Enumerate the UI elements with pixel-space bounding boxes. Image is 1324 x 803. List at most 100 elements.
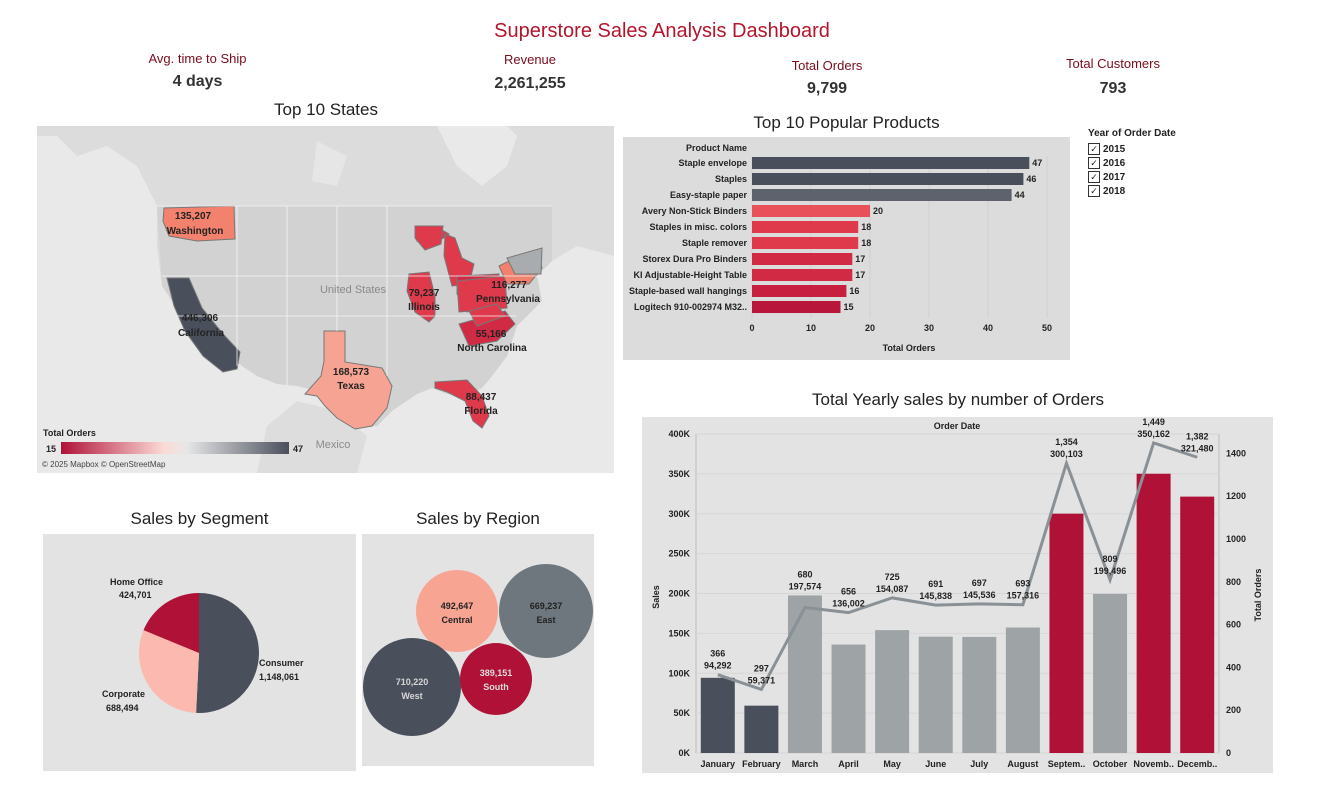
y-tick-label: 400K <box>668 429 690 439</box>
product-bar[interactable] <box>752 173 1024 185</box>
segment-slice[interactable] <box>139 630 199 713</box>
map-canvas[interactable]: United States Mexico 135,207 Washington … <box>37 126 614 473</box>
segment-slice[interactable] <box>196 593 259 713</box>
product-bar[interactable] <box>752 221 859 233</box>
month-bar[interactable] <box>1136 473 1171 753</box>
kpi-orders-value: 9,799 <box>806 80 848 97</box>
region-value-west: 710,220 <box>396 677 429 687</box>
region-chart-svg[interactable]: 492,647 Central 669,237 East 710,220 Wes… <box>362 534 594 766</box>
sales-value-label: 59,371 <box>748 675 776 685</box>
product-label: Staple-based wall hangings <box>629 286 747 296</box>
state-name-illinois: Illinois <box>408 302 440 313</box>
state-texas[interactable] <box>304 330 393 430</box>
kpi-ship-value: 4 days <box>172 73 223 90</box>
segment-value-corporate: 688,494 <box>106 703 139 713</box>
month-label: April <box>838 759 859 769</box>
y2-tick-label: 1400 <box>1226 448 1246 458</box>
region-chart[interactable]: 492,647 Central 669,237 East 710,220 Wes… <box>362 534 594 766</box>
sales-value-label: 145,838 <box>919 591 952 601</box>
product-bar[interactable] <box>752 157 1030 169</box>
month-label: February <box>742 759 781 769</box>
monthly-chart[interactable]: Order Date 0K 50K 100K 150K 200K 250K 300K 350K… <box>642 417 1273 773</box>
state-new-york[interactable] <box>506 247 543 275</box>
state-wisconsin[interactable] <box>414 225 444 251</box>
month-label: October <box>1093 759 1128 769</box>
kpi-revenue: Revenue 2,261,255 <box>455 52 605 93</box>
checkbox-icon[interactable]: ✓ <box>1088 157 1100 169</box>
kpi-customers: Total Customers 793 <box>1033 56 1193 98</box>
map-attribution: © 2025 Mapbox © OpenStreetMap <box>42 460 166 469</box>
product-label: Staples in misc. colors <box>649 222 747 232</box>
lake <box>437 126 517 186</box>
monthly-y-axis-title: Sales <box>651 585 661 609</box>
product-bar[interactable] <box>752 253 853 265</box>
product-value-label: 17 <box>855 270 865 280</box>
month-bar[interactable] <box>875 630 910 753</box>
monthly-chart-svg[interactable]: Order Date 0K 50K 100K 150K 200K 250K 300K 350K… <box>642 417 1273 773</box>
country-label-mexico: Mexico <box>316 439 351 451</box>
segment-chart[interactable]: Home Office 424,701 Consumer 1,148,061 C… <box>43 534 356 771</box>
year-option-2018[interactable]: ✓ 2018 <box>1088 184 1208 198</box>
product-label: Staple envelope <box>678 158 747 168</box>
orders-value-label: 691 <box>928 579 943 589</box>
month-bar[interactable] <box>1049 513 1084 753</box>
year-option-2015[interactable]: ✓ 2015 <box>1088 142 1208 156</box>
region-bubble-west[interactable] <box>363 638 461 736</box>
region-bubble-east[interactable] <box>499 564 593 658</box>
map-legend-min: 15 <box>46 444 56 454</box>
x-tick-label: 30 <box>924 323 934 333</box>
region-bubble-central[interactable] <box>416 570 498 652</box>
product-bar[interactable] <box>752 237 859 249</box>
month-bar[interactable] <box>1005 627 1040 753</box>
region-value-central: 492,647 <box>441 601 474 611</box>
state-california[interactable] <box>166 277 241 373</box>
product-bar[interactable] <box>752 205 870 217</box>
product-label: Staple remover <box>682 238 748 248</box>
region-value-east: 669,237 <box>530 601 563 611</box>
kpi-customers-value: 793 <box>1099 80 1127 97</box>
month-bar[interactable] <box>1093 593 1128 753</box>
month-bar[interactable] <box>787 595 822 753</box>
checkbox-icon[interactable]: ✓ <box>1088 143 1100 155</box>
kpi-ship: Avg. time to Ship 4 days <box>120 51 275 91</box>
month-bar[interactable] <box>831 644 866 753</box>
states-map[interactable]: United States Mexico 135,207 Washington … <box>37 126 614 473</box>
region-bubble-south[interactable] <box>460 643 532 715</box>
state-name-texas: Texas <box>337 381 365 392</box>
products-chart-svg[interactable]: Product Name 0 10 20 30 40 50 Staple envelope 4… <box>623 137 1070 360</box>
month-bar[interactable] <box>700 677 735 753</box>
month-bar[interactable] <box>918 636 953 753</box>
month-bar[interactable] <box>744 705 779 753</box>
y-tick-label: 250K <box>668 549 690 559</box>
x-tick-label: 20 <box>865 323 875 333</box>
product-value-label: 15 <box>844 302 854 312</box>
checkbox-icon[interactable]: ✓ <box>1088 185 1100 197</box>
region-label-east: East <box>536 615 555 625</box>
year-option-2017[interactable]: ✓ 2017 <box>1088 170 1208 184</box>
orders-line[interactable] <box>717 441 1198 692</box>
checkbox-icon[interactable]: ✓ <box>1088 171 1100 183</box>
segment-chart-svg[interactable]: Home Office 424,701 Consumer 1,148,061 C… <box>43 534 356 771</box>
monthly-background <box>642 417 1273 773</box>
product-bar[interactable] <box>752 269 853 281</box>
state-value-california: 446,306 <box>182 313 219 324</box>
product-bar[interactable] <box>752 189 1012 201</box>
segment-label-consumer: Consumer <box>259 658 304 668</box>
products-chart[interactable]: Product Name 0 10 20 30 40 50 Staple envelope 4… <box>623 137 1070 360</box>
segment-slice[interactable] <box>143 593 199 653</box>
month-label: August <box>1007 759 1038 769</box>
region-label-west: West <box>401 691 422 701</box>
month-bar[interactable] <box>1180 496 1215 753</box>
orders-value-label: 680 <box>797 569 812 579</box>
year-option-2016[interactable]: ✓ 2016 <box>1088 156 1208 170</box>
x-tick-label: 50 <box>1042 323 1052 333</box>
product-bar[interactable] <box>752 301 841 313</box>
month-bar[interactable] <box>962 636 997 753</box>
product-bar[interactable] <box>752 285 847 297</box>
state-pennsylvania[interactable] <box>456 275 508 313</box>
state-florida[interactable] <box>434 379 490 429</box>
map-legend-title: Total Orders <box>43 428 96 438</box>
y-tick-label: 100K <box>668 668 690 678</box>
month-label: Novemb.. <box>1133 759 1174 769</box>
y-tick-label: 0K <box>678 748 690 758</box>
